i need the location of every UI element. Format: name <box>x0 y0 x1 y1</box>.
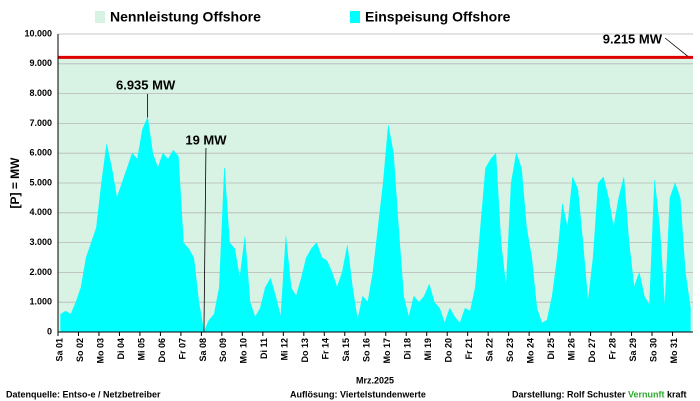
x-tick-label: Mi 19 <box>423 338 433 361</box>
footer-author: Darstellung: Rolf Schuster <box>512 389 626 399</box>
x-tick-label: So 30 <box>648 338 658 362</box>
y-tick-label: 0 <box>47 326 52 336</box>
x-tick-label: Mo 24 <box>526 338 536 364</box>
x-tick-label: Sa 01 <box>54 338 64 362</box>
x-tick-label: Di 25 <box>546 338 556 360</box>
x-tick-label: Fr 14 <box>321 338 331 360</box>
footer-source: Datenquelle: Entso-e / Netzbetreiber <box>6 389 161 399</box>
legend-label: Nennleistung Offshore <box>110 9 261 25</box>
legend-label: Einspeisung Offshore <box>365 9 511 25</box>
x-tick-label: Di 11 <box>259 338 269 359</box>
footer-brand: Vernunft <box>628 389 665 399</box>
y-tick-label: 3.000 <box>29 237 52 247</box>
y-tick-label: 4.000 <box>29 207 52 217</box>
x-tick-label: Fr 07 <box>177 338 187 360</box>
footer-brand: kraft <box>667 389 687 399</box>
y-tick-label: 9.000 <box>29 58 52 68</box>
x-tick-label: Mi 26 <box>566 338 576 361</box>
x-tick-label: Mo 17 <box>382 338 392 364</box>
footer-resolution: Auflösung: Viertelstundenwerte <box>290 389 426 399</box>
x-tick-label: Sa 08 <box>198 338 208 362</box>
x-tick-label: Sa 15 <box>341 338 351 362</box>
x-tick-label: Mo 03 <box>95 338 105 364</box>
x-tick-label: So 09 <box>218 338 228 362</box>
x-tick-label: Fr 21 <box>464 338 474 360</box>
x-tick-label: Sa 29 <box>628 338 638 362</box>
y-tick-label: 6.000 <box>29 148 52 158</box>
x-tick-label: So 16 <box>362 338 372 362</box>
x-tick-label: Mo 10 <box>239 338 249 364</box>
annotation: 19 MW <box>185 132 227 147</box>
y-tick-label: 1.000 <box>29 297 52 307</box>
legend-swatch <box>350 11 360 23</box>
x-tick-label: Mi 05 <box>136 338 146 361</box>
x-tick-label: Di 18 <box>403 338 413 360</box>
legend-swatch <box>95 11 105 23</box>
x-tick-label: Do 06 <box>157 338 167 363</box>
y-tick-label: 8.000 <box>29 88 52 98</box>
capacity-label: 9.215 MW <box>603 31 663 46</box>
x-tick-label: Mi 12 <box>280 338 290 361</box>
y-axis-label: [P] = MW <box>8 157 22 209</box>
y-tick-label: 2.000 <box>29 267 52 277</box>
x-tick-label: Di 04 <box>116 338 126 360</box>
area <box>60 116 691 333</box>
x-tick-label: So 23 <box>505 338 515 362</box>
annotation: 6.935 MW <box>116 77 176 92</box>
leader-line <box>203 147 207 332</box>
x-tick-label: Sa 22 <box>485 338 495 362</box>
x-tick-label: Do 13 <box>300 338 310 363</box>
x-tick-label: So 02 <box>75 338 85 362</box>
x-tick-label: Do 20 <box>444 338 454 363</box>
y-tick-label: 10.000 <box>24 28 52 38</box>
y-tick-label: 5.000 <box>29 177 52 187</box>
x-tick-label: Mo 31 <box>669 338 679 364</box>
leader-line <box>664 37 689 57</box>
x-tick-label: Fr 28 <box>607 338 617 360</box>
x-axis-label: Mrz.2025 <box>356 375 394 385</box>
x-tick-label: Do 27 <box>587 338 597 363</box>
y-tick-label: 7.000 <box>29 118 52 128</box>
